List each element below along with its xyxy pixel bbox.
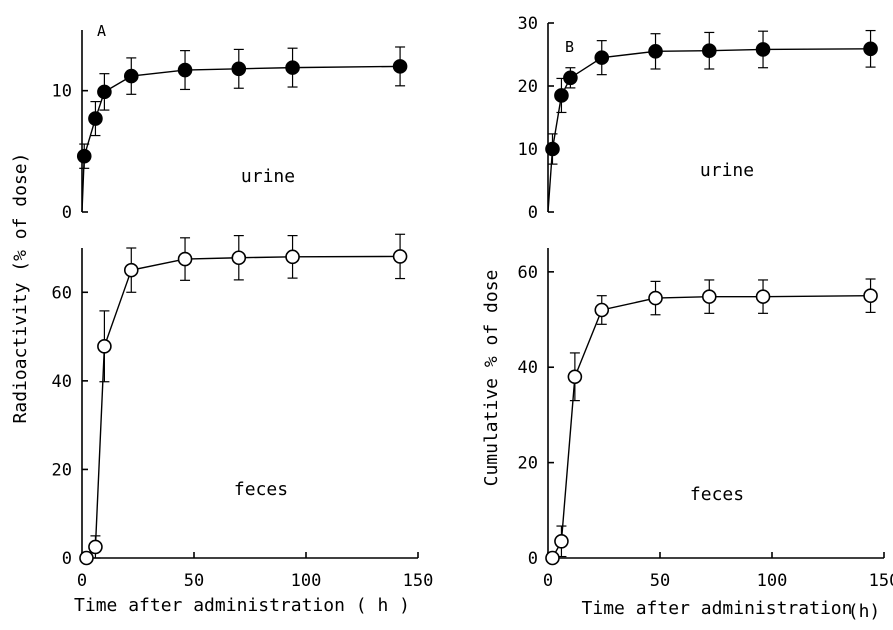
y-tick-label: 10 [52,82,72,102]
series-annotation: urine [241,166,295,187]
y-tick-label: 0 [62,549,72,569]
x-tick-label: 100 [291,571,322,591]
left-y-axis-title: Radioactivity (% of dose) [10,153,31,424]
x-tick-label: 50 [650,571,670,591]
panel-label: B [565,38,574,56]
data-point [97,84,112,100]
panel-label: A [97,22,106,40]
data-point [231,250,247,266]
data-point [177,251,193,267]
data-point [701,43,717,59]
data-point [79,550,94,566]
data-point [231,61,247,77]
data-point [285,60,300,75]
panel-4: 0 20 40 60 0 50 100 150 feces [518,248,893,591]
data-point [123,262,139,278]
x-tick-label: 150 [403,571,434,591]
data-point [594,302,610,318]
data-point [755,42,771,57]
data-point [392,59,408,74]
x-tick-label: 150 [869,571,893,591]
y-tick-label: 60 [518,263,538,283]
x-tick-label: 0 [77,571,87,591]
series-annotation: urine [700,160,754,181]
series-line [547,48,871,213]
y-tick-label: 40 [52,372,72,392]
data-point [554,534,569,549]
data-point [594,50,610,65]
y-tick-label: 0 [62,203,72,223]
y-tick-label: 10 [518,140,538,160]
series-annotation: feces [234,479,288,500]
data-point [88,539,103,555]
data-point [76,148,92,164]
y-tick-label: 20 [518,77,538,97]
right-x-axis-title: Time after administration [582,598,853,619]
data-point [863,41,878,57]
panel-2: 0 20 40 60 0 50 100 150 feces [52,233,434,591]
left-x-axis-title: Time after administration ( h ) [74,595,410,616]
right-x-axis-unit: (h) [848,601,881,622]
data-point [545,141,560,157]
x-tick-label: 50 [184,571,204,591]
series-line [548,294,871,559]
data-point [392,249,408,264]
y-tick-label: 0 [528,549,538,569]
data-point [701,289,717,304]
data-point [863,288,878,303]
y-tick-label: 20 [52,460,72,480]
data-point [545,550,560,566]
data-point [567,369,583,385]
y-tick-label: 30 [518,14,538,34]
y-tick-label: 60 [52,283,72,303]
y-tick-label: 0 [528,203,538,223]
right-y-axis-title: Cumulative % of dose [481,270,502,487]
x-tick-label: 0 [543,571,553,591]
x-tick-label: 100 [757,571,788,591]
data-point [648,44,663,59]
data-point [177,62,193,78]
data-point [123,68,139,84]
data-point [563,70,578,86]
y-tick-label: 20 [518,454,538,474]
series-annotation: feces [690,484,744,505]
y-tick-label: 40 [518,358,538,378]
data-point [755,289,771,304]
data-point [97,339,112,354]
data-point [648,290,663,306]
series-line [82,255,401,559]
data-point [554,88,569,103]
data-point [285,249,300,265]
data-point [88,111,103,126]
